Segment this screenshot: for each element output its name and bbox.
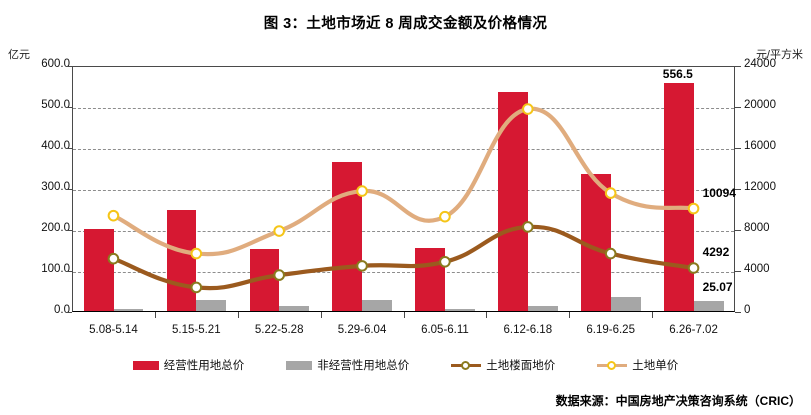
x-axis-tick-mark [486,312,488,318]
legend-item-label: 土地单价 [632,360,679,372]
data-label-floor-price: 4292 [702,245,730,259]
legend-item-label: 非经营性用地总价 [317,360,410,372]
left-axis-tick-label: 500.0 [41,99,70,111]
right-axis-tick-label: 16000 [744,140,776,152]
x-axis-tick-mark [569,312,571,318]
legend-item[interactable]: 非经营性用地总价 [286,357,409,373]
x-axis-tick-label: 5.15-5.21 [172,324,221,336]
right-axis-tick-label: 4000 [744,263,770,275]
left-axis-tick-mark [66,107,72,108]
left-axis-tick-mark [66,66,72,67]
bar-secondary [610,297,641,311]
left-axis-tick-mark [66,189,72,190]
x-axis-tick-mark [403,312,405,318]
right-axis-tick-label: 8000 [744,222,770,234]
bar-primary [83,229,114,311]
left-axis-tick-mark [66,148,72,149]
bar-primary [663,82,694,311]
x-axis-tick-mark [154,312,156,318]
left-axis-tick-mark [66,230,72,231]
x-axis-tick-mark [652,312,654,318]
data-label-unit-price: 10094 [702,185,736,200]
bar-secondary [445,308,475,311]
right-axis-tick-mark [735,189,741,190]
gridline [73,190,734,191]
data-label-secondary-bar: 25.07 [702,280,733,294]
bar-primary [415,248,446,311]
left-axis-tick-label: 400.0 [41,140,70,152]
x-axis-tick-label: 5.29-6.04 [337,324,387,336]
legend-swatch-line-icon [597,360,628,371]
right-axis-tick-mark [735,271,741,272]
data-label-primary-bar: 556.5 [662,66,693,81]
left-axis-tick-label: 300.0 [41,181,70,193]
right-axis-tick-label: 24000 [744,58,776,70]
right-axis-tick-mark [735,230,741,231]
x-axis-tick-label: 6.19-6.25 [586,324,635,336]
chart-legend: 经营性用地总价 非经营性用地总价 土地楼面地价 土地单价 [0,357,811,373]
x-axis-tick-label: 6.26-7.02 [669,324,718,336]
gridline [73,149,734,150]
bar-secondary [279,305,310,311]
left-axis-tick-mark [66,271,72,272]
legend-item[interactable]: 经营性用地总价 [132,357,245,373]
bar-primary [498,92,528,311]
bar-secondary [527,306,558,311]
left-axis-tick-label: 0.0 [54,304,70,316]
right-axis-tick-label: 20000 [744,99,776,111]
left-axis-tick-label: 600.0 [41,58,70,70]
legend-swatch-bar-icon [286,360,313,370]
legend-item-label: 经营性用地总价 [163,360,245,372]
bar-secondary [362,299,393,311]
legend-swatch-bar-icon [132,360,159,370]
left-axis-tick-mark [66,312,72,313]
left-axis-unit-label: 亿元 [8,49,30,61]
plot-area [72,66,735,312]
bar-primary [332,161,363,311]
bar-primary [166,210,197,311]
right-axis-unit-label: 元/平方米 [755,49,803,61]
bar-primary [581,173,611,311]
chart-title: 图 3：土地市场近 8 周成交金额及价格情况 [263,16,548,32]
legend-swatch-line-icon [451,360,482,371]
x-axis-tick-label: 6.05-6.11 [421,324,469,336]
x-axis-tick-label: 5.08-5.14 [89,324,138,336]
x-axis-tick-label: 6.12-6.18 [503,324,553,336]
right-axis-tick-mark [735,312,741,313]
right-axis-tick-mark [735,107,741,108]
right-axis-tick-mark [735,66,741,67]
left-axis-tick-label: 100.0 [41,263,70,275]
bar-secondary [693,300,724,311]
bar-primary [249,248,280,311]
left-axis-tick-label: 200.0 [41,222,70,234]
x-axis-tick-mark [237,312,239,318]
right-axis-tick-mark [735,148,741,149]
gridline [73,108,734,109]
bar-secondary [196,299,227,311]
x-axis-tick-mark [320,312,322,318]
data-source-note: 数据来源：中国房地产决策咨询系统（CRIC） [555,394,801,408]
legend-item[interactable]: 土地楼面地价 [451,357,555,373]
legend-item-label: 土地楼面地价 [486,360,556,372]
right-axis-tick-label: 0 [744,304,751,316]
right-axis-tick-label: 12000 [744,181,776,193]
legend-item[interactable]: 土地单价 [597,357,678,373]
bar-secondary [113,308,144,311]
x-axis-tick-label: 5.22-5.28 [254,324,304,336]
